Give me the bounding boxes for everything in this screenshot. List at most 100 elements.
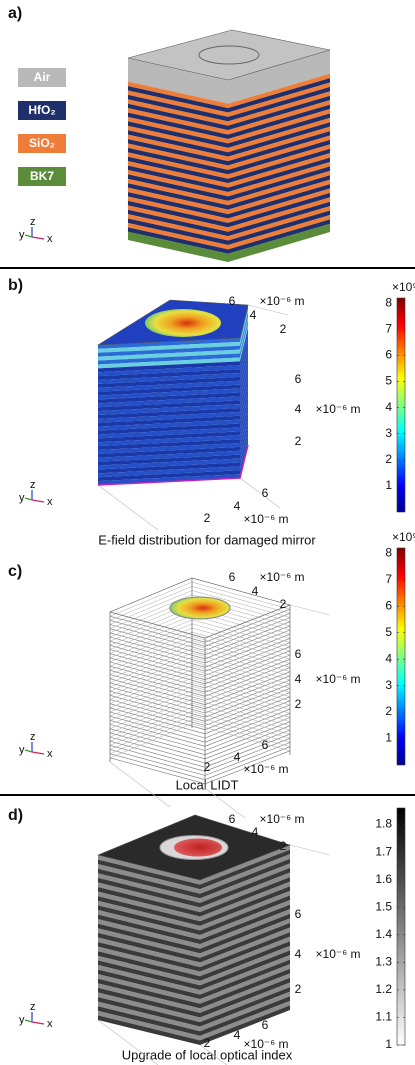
legend-label: Air (34, 70, 51, 84)
axis-tick-label: 2 (204, 760, 211, 774)
layer (128, 121, 228, 148)
colorbar-tick-label: 2 (385, 704, 392, 718)
layer (98, 443, 240, 454)
wire (109, 631, 193, 667)
colorbar-tick-label: 1.7 (375, 844, 392, 858)
layer (240, 382, 248, 420)
axis-tick-label: 6 (295, 907, 302, 921)
wire (109, 661, 193, 696)
layer (98, 891, 200, 922)
colorbar-tick-label: 1 (385, 731, 392, 745)
layer (128, 134, 228, 162)
layer (98, 470, 240, 482)
layer (98, 427, 240, 439)
layer (200, 987, 290, 1027)
wire (191, 715, 291, 743)
layer (98, 462, 240, 474)
colorbar-tick-label: 7 (385, 572, 392, 586)
wire (191, 690, 291, 718)
layer (128, 86, 228, 113)
wire (204, 717, 291, 751)
wire (109, 590, 193, 625)
wire (109, 640, 193, 675)
wire (191, 702, 291, 731)
layer (200, 941, 290, 981)
axis-label: y (19, 492, 25, 504)
layer (98, 942, 200, 972)
panel-label: c) (8, 563, 22, 580)
wire (204, 658, 291, 693)
layer (240, 324, 248, 362)
wire (204, 725, 291, 760)
wire (109, 657, 206, 685)
wire (191, 636, 291, 664)
wire (109, 682, 206, 710)
layer (240, 340, 248, 377)
wire (204, 742, 291, 776)
layer (128, 99, 228, 126)
layer (240, 433, 248, 471)
layer (200, 904, 290, 945)
layer (200, 895, 290, 935)
panel-label: a) (8, 5, 22, 22)
colorbar (396, 807, 406, 1046)
layer (228, 100, 330, 135)
axis-unit: ×10⁻⁶ m (260, 294, 305, 308)
wire (204, 642, 291, 676)
wire (204, 629, 291, 664)
layer (98, 349, 240, 361)
layer (240, 308, 248, 346)
wire (109, 686, 206, 714)
layer (240, 312, 248, 350)
axis-unit: ×10⁻⁶ m (244, 512, 289, 526)
layer (98, 992, 200, 1023)
layer (98, 411, 240, 423)
wire (204, 721, 291, 755)
colorbar-tick-label: 3 (385, 678, 392, 692)
axis-tick-label: 6 (295, 647, 302, 661)
layer (98, 932, 200, 963)
layer (200, 890, 290, 931)
layer (98, 983, 200, 1013)
colorbar-tick-label: 1.6 (375, 872, 392, 886)
wire (109, 723, 193, 759)
layer (228, 82, 330, 117)
wire (109, 711, 193, 746)
layer (128, 214, 228, 241)
layer (128, 90, 228, 117)
wire (109, 644, 193, 679)
layer (200, 927, 290, 968)
wire (109, 636, 193, 671)
layer (98, 937, 200, 968)
wire (204, 750, 291, 785)
axis-arrow (24, 234, 33, 238)
layer (98, 882, 200, 913)
layer (240, 390, 248, 428)
axis-tick-label: 6 (229, 812, 236, 826)
wire (191, 661, 291, 689)
wire (191, 711, 291, 739)
layer (240, 437, 248, 475)
caption: Local LIDT (176, 777, 239, 792)
colorbar-tick-label: 1 (385, 478, 392, 492)
layer (228, 91, 330, 126)
layer (228, 161, 330, 197)
wire (191, 619, 291, 647)
layer (98, 946, 200, 977)
layer (240, 355, 248, 393)
layer (98, 353, 240, 365)
wire (109, 670, 206, 697)
layer (98, 1006, 200, 1036)
layer (128, 81, 228, 109)
layer (228, 206, 330, 241)
layer (200, 881, 290, 922)
wire (109, 623, 193, 659)
layer (200, 913, 290, 954)
wire (191, 656, 291, 685)
layer (228, 188, 330, 223)
wire (204, 683, 291, 718)
layer (240, 410, 248, 447)
layer (240, 402, 248, 440)
layer (200, 973, 290, 1013)
